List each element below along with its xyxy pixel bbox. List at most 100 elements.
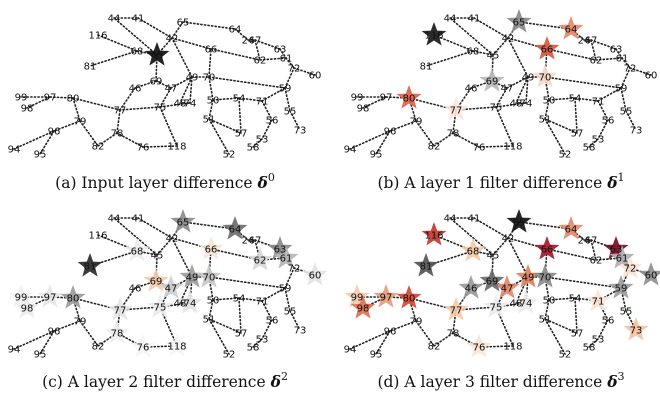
node-label-70: 70 [539,73,552,84]
node-label-51: 51 [539,315,552,326]
caption-c-text: (c) A layer 2 filter difference [42,373,271,392]
node-label-60: 60 [309,71,322,82]
graph-edge [597,119,609,140]
node-label-62: 62 [590,56,603,67]
graph-edge [473,217,509,239]
node-label-55: 55 [284,307,297,318]
star-marker-73 [623,317,649,341]
node-label-99: 99 [15,93,28,104]
graph-edge [415,120,435,147]
panel-c: 44 41 65 64 116 42 24 67 63 68 45 66 62 61 81 72 60 69 49 7… [0,200,328,380]
node-label-77: 77 [114,306,127,317]
node-label-77: 77 [114,106,127,117]
graph-edge [515,76,529,104]
node-label-73: 73 [294,126,307,137]
node-label-66: 66 [541,45,554,56]
graph-edge [208,118,242,134]
graph-edge [208,276,286,289]
node-label-45: 45 [151,51,164,62]
node-label-56: 56 [602,316,615,327]
node-label-78: 78 [111,329,124,340]
delta-superscript: 1 [617,171,625,184]
star-marker-64 [558,16,584,40]
graph-edge [472,50,494,56]
star-marker-49 [179,264,205,288]
star-marker-99 [8,284,34,308]
node-label-73: 73 [630,126,643,137]
node-label-51: 51 [203,315,216,326]
graph-edge [182,21,236,30]
graph-edge [171,237,193,278]
node-label-44: 44 [108,14,121,25]
node-label-76: 76 [137,343,150,354]
graph-edge [449,17,494,56]
star-marker-81 [77,253,103,277]
node-label-59: 59 [615,284,628,295]
caption-d: (d) A layer 3 filter difference δ3 [336,370,660,392]
node-label-99: 99 [351,93,364,104]
node-label-60: 60 [309,271,322,282]
node-label-95: 95 [370,350,383,361]
star-marker-59 [608,275,634,299]
graph-edge [155,80,172,89]
node-label-51: 51 [203,115,216,126]
node-label-75: 75 [154,303,167,314]
node-label-82: 82 [428,342,441,353]
node-label-58: 58 [247,143,260,154]
node-label-50: 50 [543,96,556,107]
node-label-97: 97 [44,293,57,304]
node-label-74: 74 [520,99,533,110]
node-label-75: 75 [490,303,503,314]
graph-edge [433,132,454,147]
star-marker-80 [396,85,422,109]
graph-edge [284,87,291,112]
node-label-54: 54 [233,294,246,305]
node-label-45: 45 [487,51,500,62]
node-label-70: 70 [539,273,552,284]
graph-edge [252,138,263,148]
star-marker-66 [198,236,224,260]
graph-edge [620,87,627,112]
graph-edge [261,287,286,302]
caption-d-text: (d) A layer 3 filter difference [377,373,608,392]
node-label-116: 116 [424,231,443,242]
node-label-47: 47 [501,84,514,95]
node-label-98: 98 [357,104,370,115]
node-label-96: 96 [384,327,397,338]
star-marker-99 [344,284,370,308]
node-label-57: 57 [571,129,584,140]
node-label-67: 67 [249,36,262,47]
node-label-53: 53 [592,335,605,346]
graph-edge [433,234,474,252]
graph-edge [210,48,261,61]
graph-edge [208,318,230,355]
star-marker-72 [617,255,643,279]
node-label-78: 78 [111,129,124,140]
graph-edge [116,132,144,148]
graph-edge [595,57,623,61]
node-label-73: 73 [630,326,643,337]
graph-edge [156,237,173,256]
graph-edge [507,237,529,278]
graph-edge [208,76,214,101]
stars [344,209,660,358]
caption-b-text: (b) A layer 1 filter difference [377,174,608,193]
node-label-41: 41 [468,214,481,225]
node-label-76: 76 [473,343,486,354]
graph-edge [208,118,230,155]
graph-edge [179,76,193,104]
node-label-57: 57 [235,329,248,340]
graph-edge [208,318,242,334]
star-marker-74 [513,290,539,314]
node-label-96: 96 [384,127,397,138]
node-label-67: 67 [585,36,598,47]
node-label-61: 61 [616,54,629,65]
node-label-63: 63 [274,245,287,256]
node-label-75: 75 [154,103,167,114]
node-label-58: 58 [583,143,596,154]
node-label-81: 81 [84,262,97,273]
graph-edge [389,120,417,132]
